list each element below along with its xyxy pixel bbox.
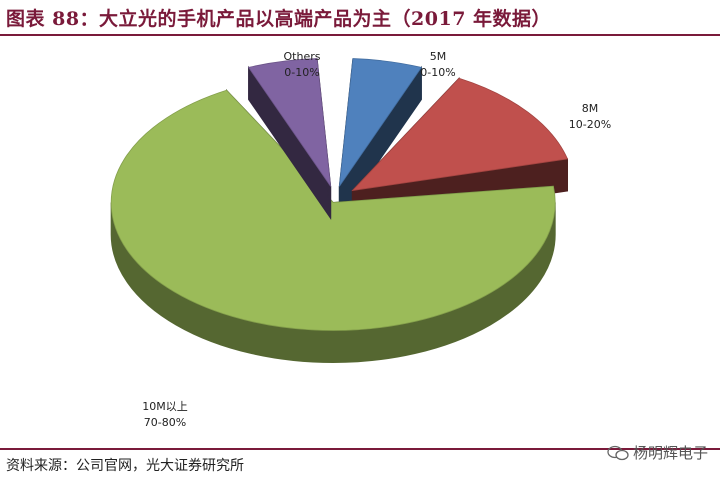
pie-slice-top-5m xyxy=(338,58,423,187)
pie-label-name-others: Others xyxy=(284,50,321,63)
pie-label-range-8m: 10-20% xyxy=(569,118,611,131)
pie-slice-5m xyxy=(338,58,423,220)
source-note: 资料来源：公司官网，光大证券研究所 xyxy=(6,458,244,474)
pie-slice-others xyxy=(247,58,332,220)
pie-label-name-10m: 10M以上 xyxy=(142,400,188,413)
pie-slice-top-10m xyxy=(110,89,556,331)
chart-title: 图表 88：大立光的手机产品以高端产品为主（2017 年数据） xyxy=(6,8,552,30)
pie-slice-10m xyxy=(110,88,556,363)
pie-label-range-5m: 0-10% xyxy=(420,66,455,79)
pie-label-name-5m: 5M xyxy=(430,50,447,63)
watermark-text: 杨明辉电子 xyxy=(632,444,708,462)
title-divider xyxy=(0,34,720,36)
footer-divider xyxy=(0,448,720,450)
pie-label-name-8m: 8M xyxy=(582,102,599,115)
pie-slice-top-others xyxy=(247,58,332,187)
wechat-icon xyxy=(607,445,629,460)
pie-label-range-10m: 70-80% xyxy=(144,416,186,429)
pie-slice-top-8m xyxy=(351,77,569,192)
watermark: 杨明辉电子 xyxy=(607,442,708,463)
pie-label-range-others: 0-10% xyxy=(284,66,319,79)
